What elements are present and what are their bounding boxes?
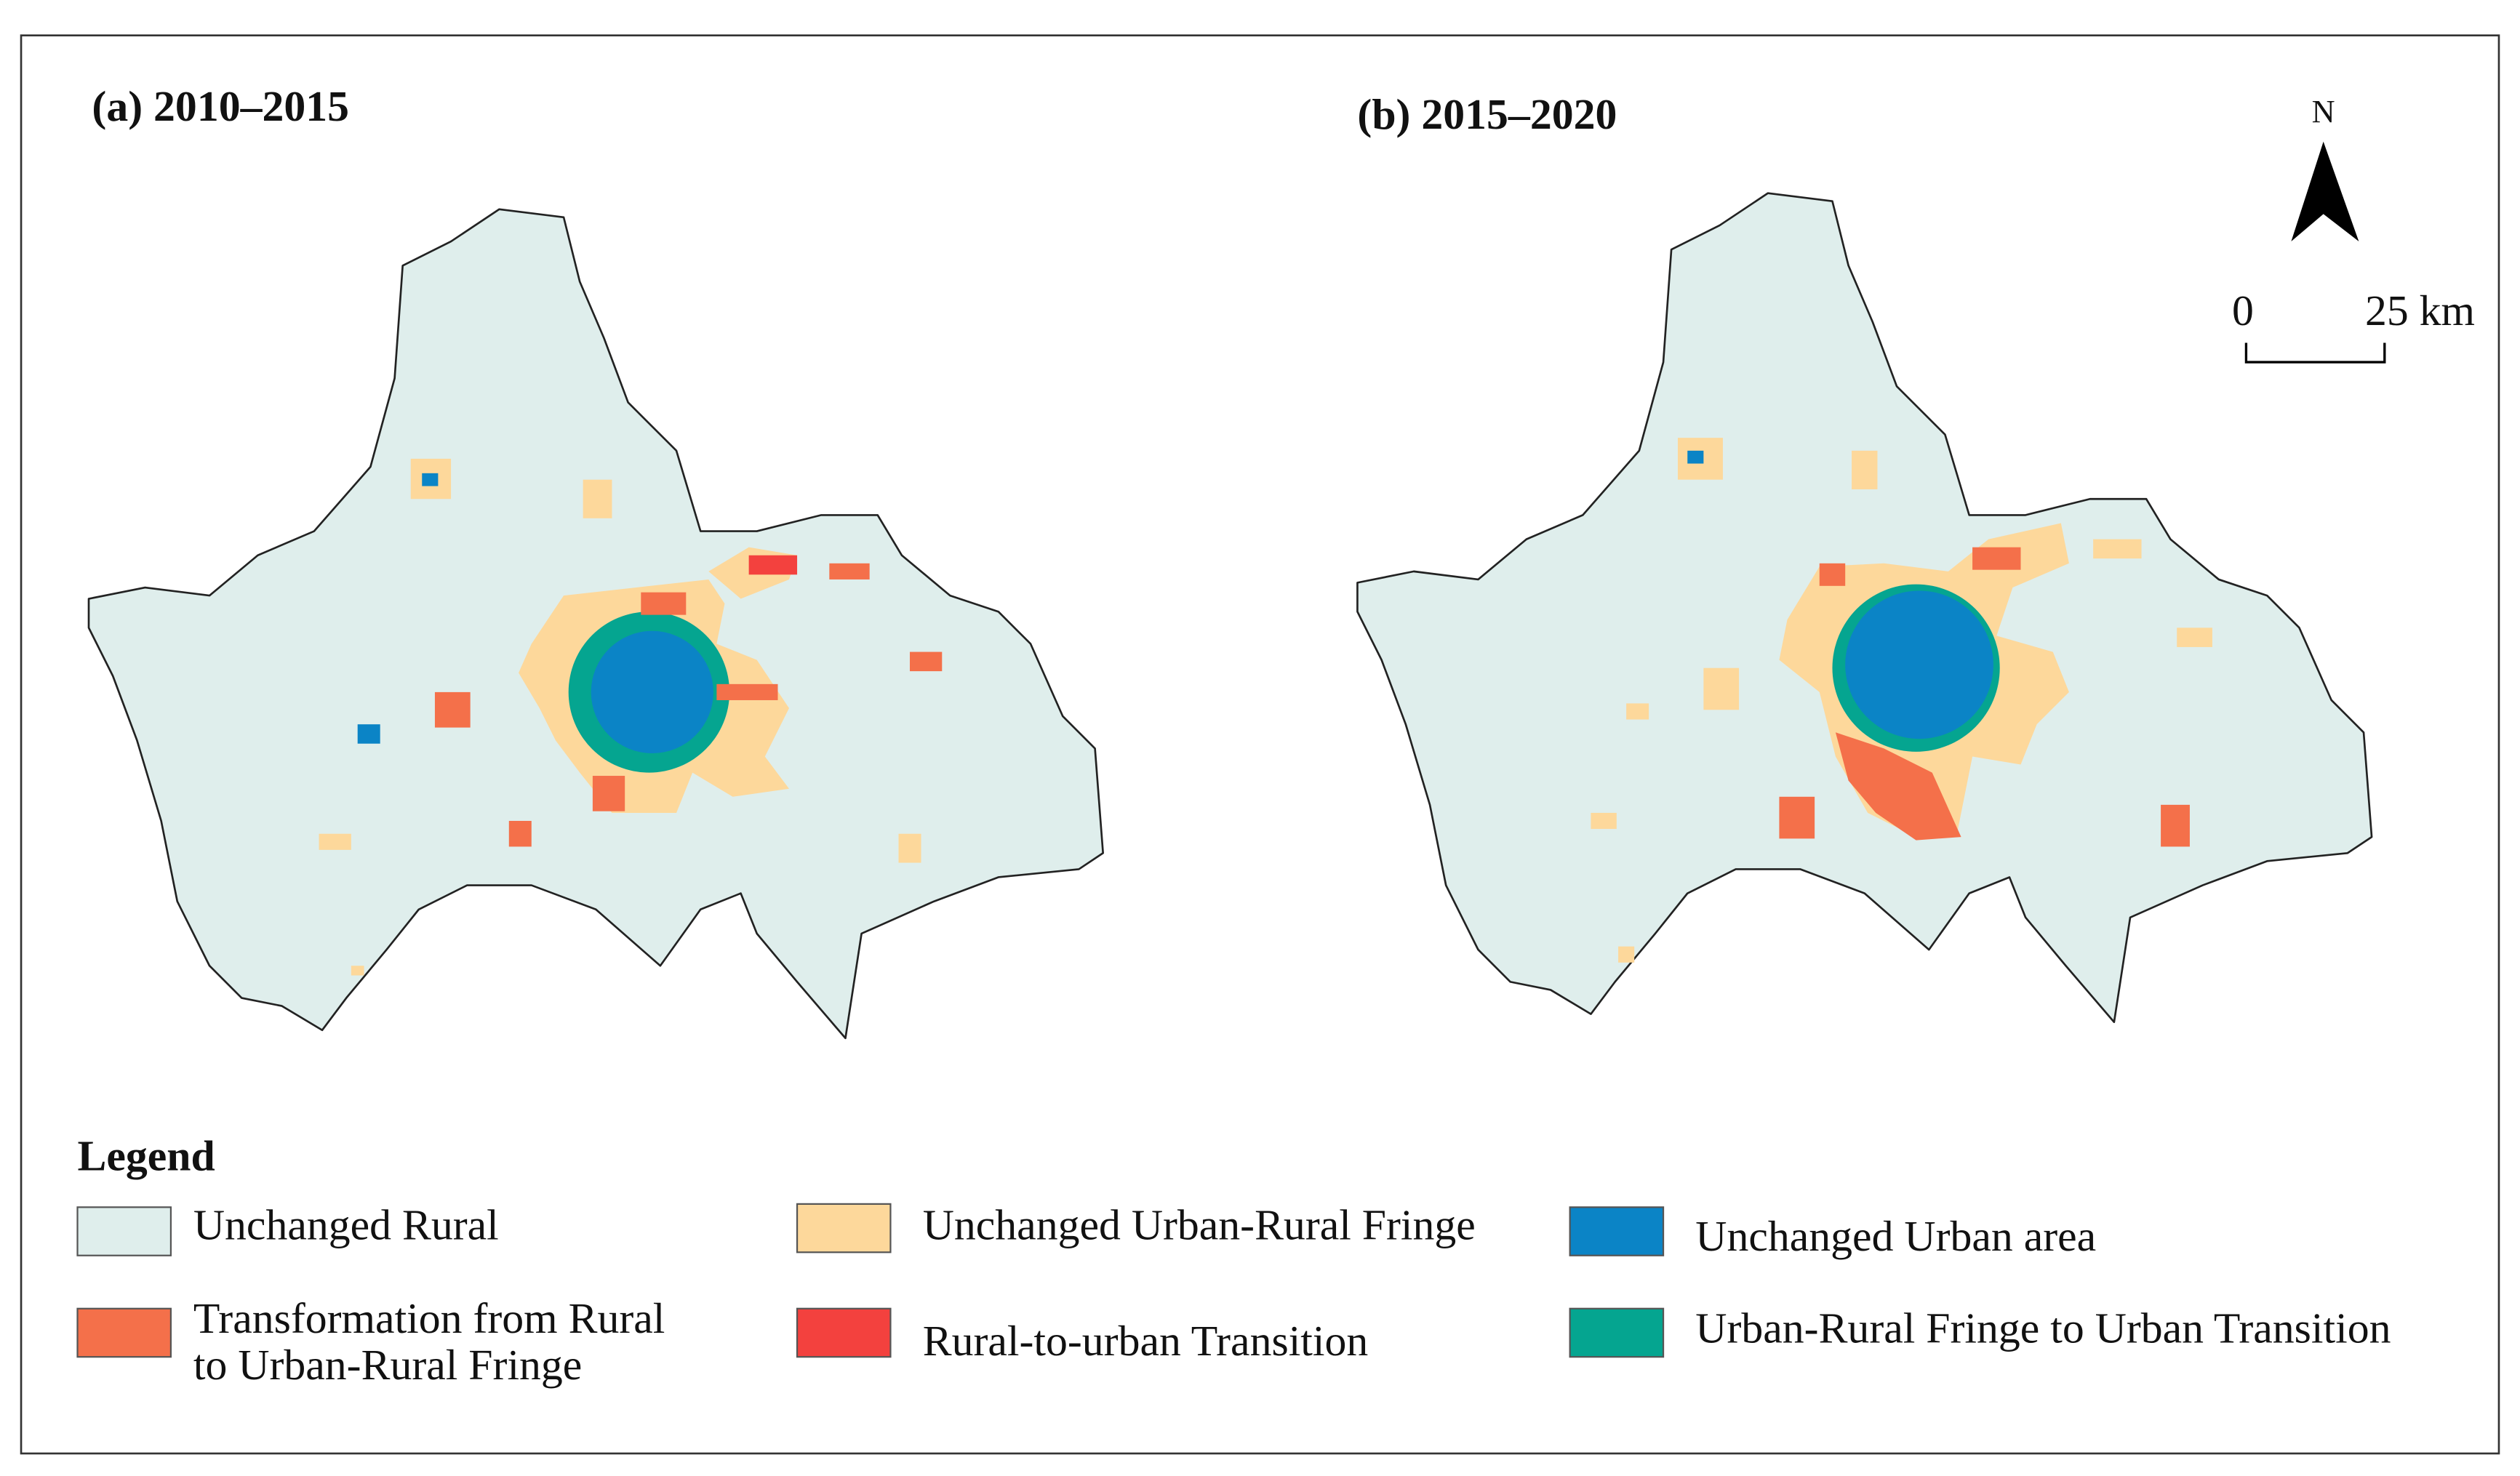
legend-label: Unchanged Urban-Rural Fringe [923,1201,1476,1249]
transformation-patch [592,776,625,811]
legend-label: to Urban-Rural Fringe [193,1341,582,1389]
transformation-patch [1835,732,1961,841]
urban-patch [1687,450,1704,464]
fringe-area [1591,812,1617,830]
transformation-patch [641,592,687,615]
transformation-patch [2161,804,2190,847]
transformation-patch [716,683,778,700]
legend-swatch [1569,1206,1665,1256]
transformation-patch [434,691,471,728]
legend-label: Transformation from Rural [193,1294,665,1342]
scale-start: 0 [2232,286,2254,334]
scale-end: 25 km [2365,286,2475,334]
fringe-area [319,833,351,850]
urban-core [1845,590,1993,739]
fringe-area [1703,667,1740,710]
legend-swatch [796,1203,892,1254]
legend-label: Rural-to-urban Transition [923,1317,1369,1365]
scale-bar [2244,342,2386,364]
transformation-patch [910,651,943,672]
panel-title: (a) 2010–2015 [92,82,349,130]
legend-swatch [1569,1307,1665,1358]
fringe-area [1626,703,1649,720]
map-a: (a) 2010–2015 [87,82,1104,1040]
transformation-patch [1972,547,2021,570]
legend-swatch [76,1206,172,1256]
panel-title: (b) 2015–2020 [1357,90,1617,138]
north-arrow [2291,141,2359,242]
fringe-area [1618,946,1635,963]
legend-swatch [76,1307,172,1358]
transformation-patch [508,821,532,847]
legend-label: Urban-Rural Fringe to Urban Transition [1695,1304,2391,1352]
transition-patch [748,555,798,575]
legend-label: Unchanged Rural [193,1201,499,1249]
legend: Legend Unchanged Rural Unchanged Urban-R… [76,1131,2391,1389]
transformation-patch [1819,563,1846,586]
urban-patch [422,473,439,486]
transformation-patch [1779,796,1815,839]
fringe-area [2177,627,2212,647]
fringe-area [898,833,921,863]
urban-core [591,630,713,754]
fringe-area [351,966,364,976]
fringe-area [2093,539,2142,559]
fringe-area [1852,450,1878,489]
north-label: N [2312,94,2335,129]
transformation-patch [829,563,870,579]
fringe-area [583,479,612,518]
legend-title: Legend [78,1131,215,1179]
map-b: (b) 2015–2020 [1356,90,2373,1024]
legend-label: Unchanged Urban area [1695,1212,2096,1260]
legend-swatch [796,1307,892,1358]
urban-patch [357,724,380,744]
